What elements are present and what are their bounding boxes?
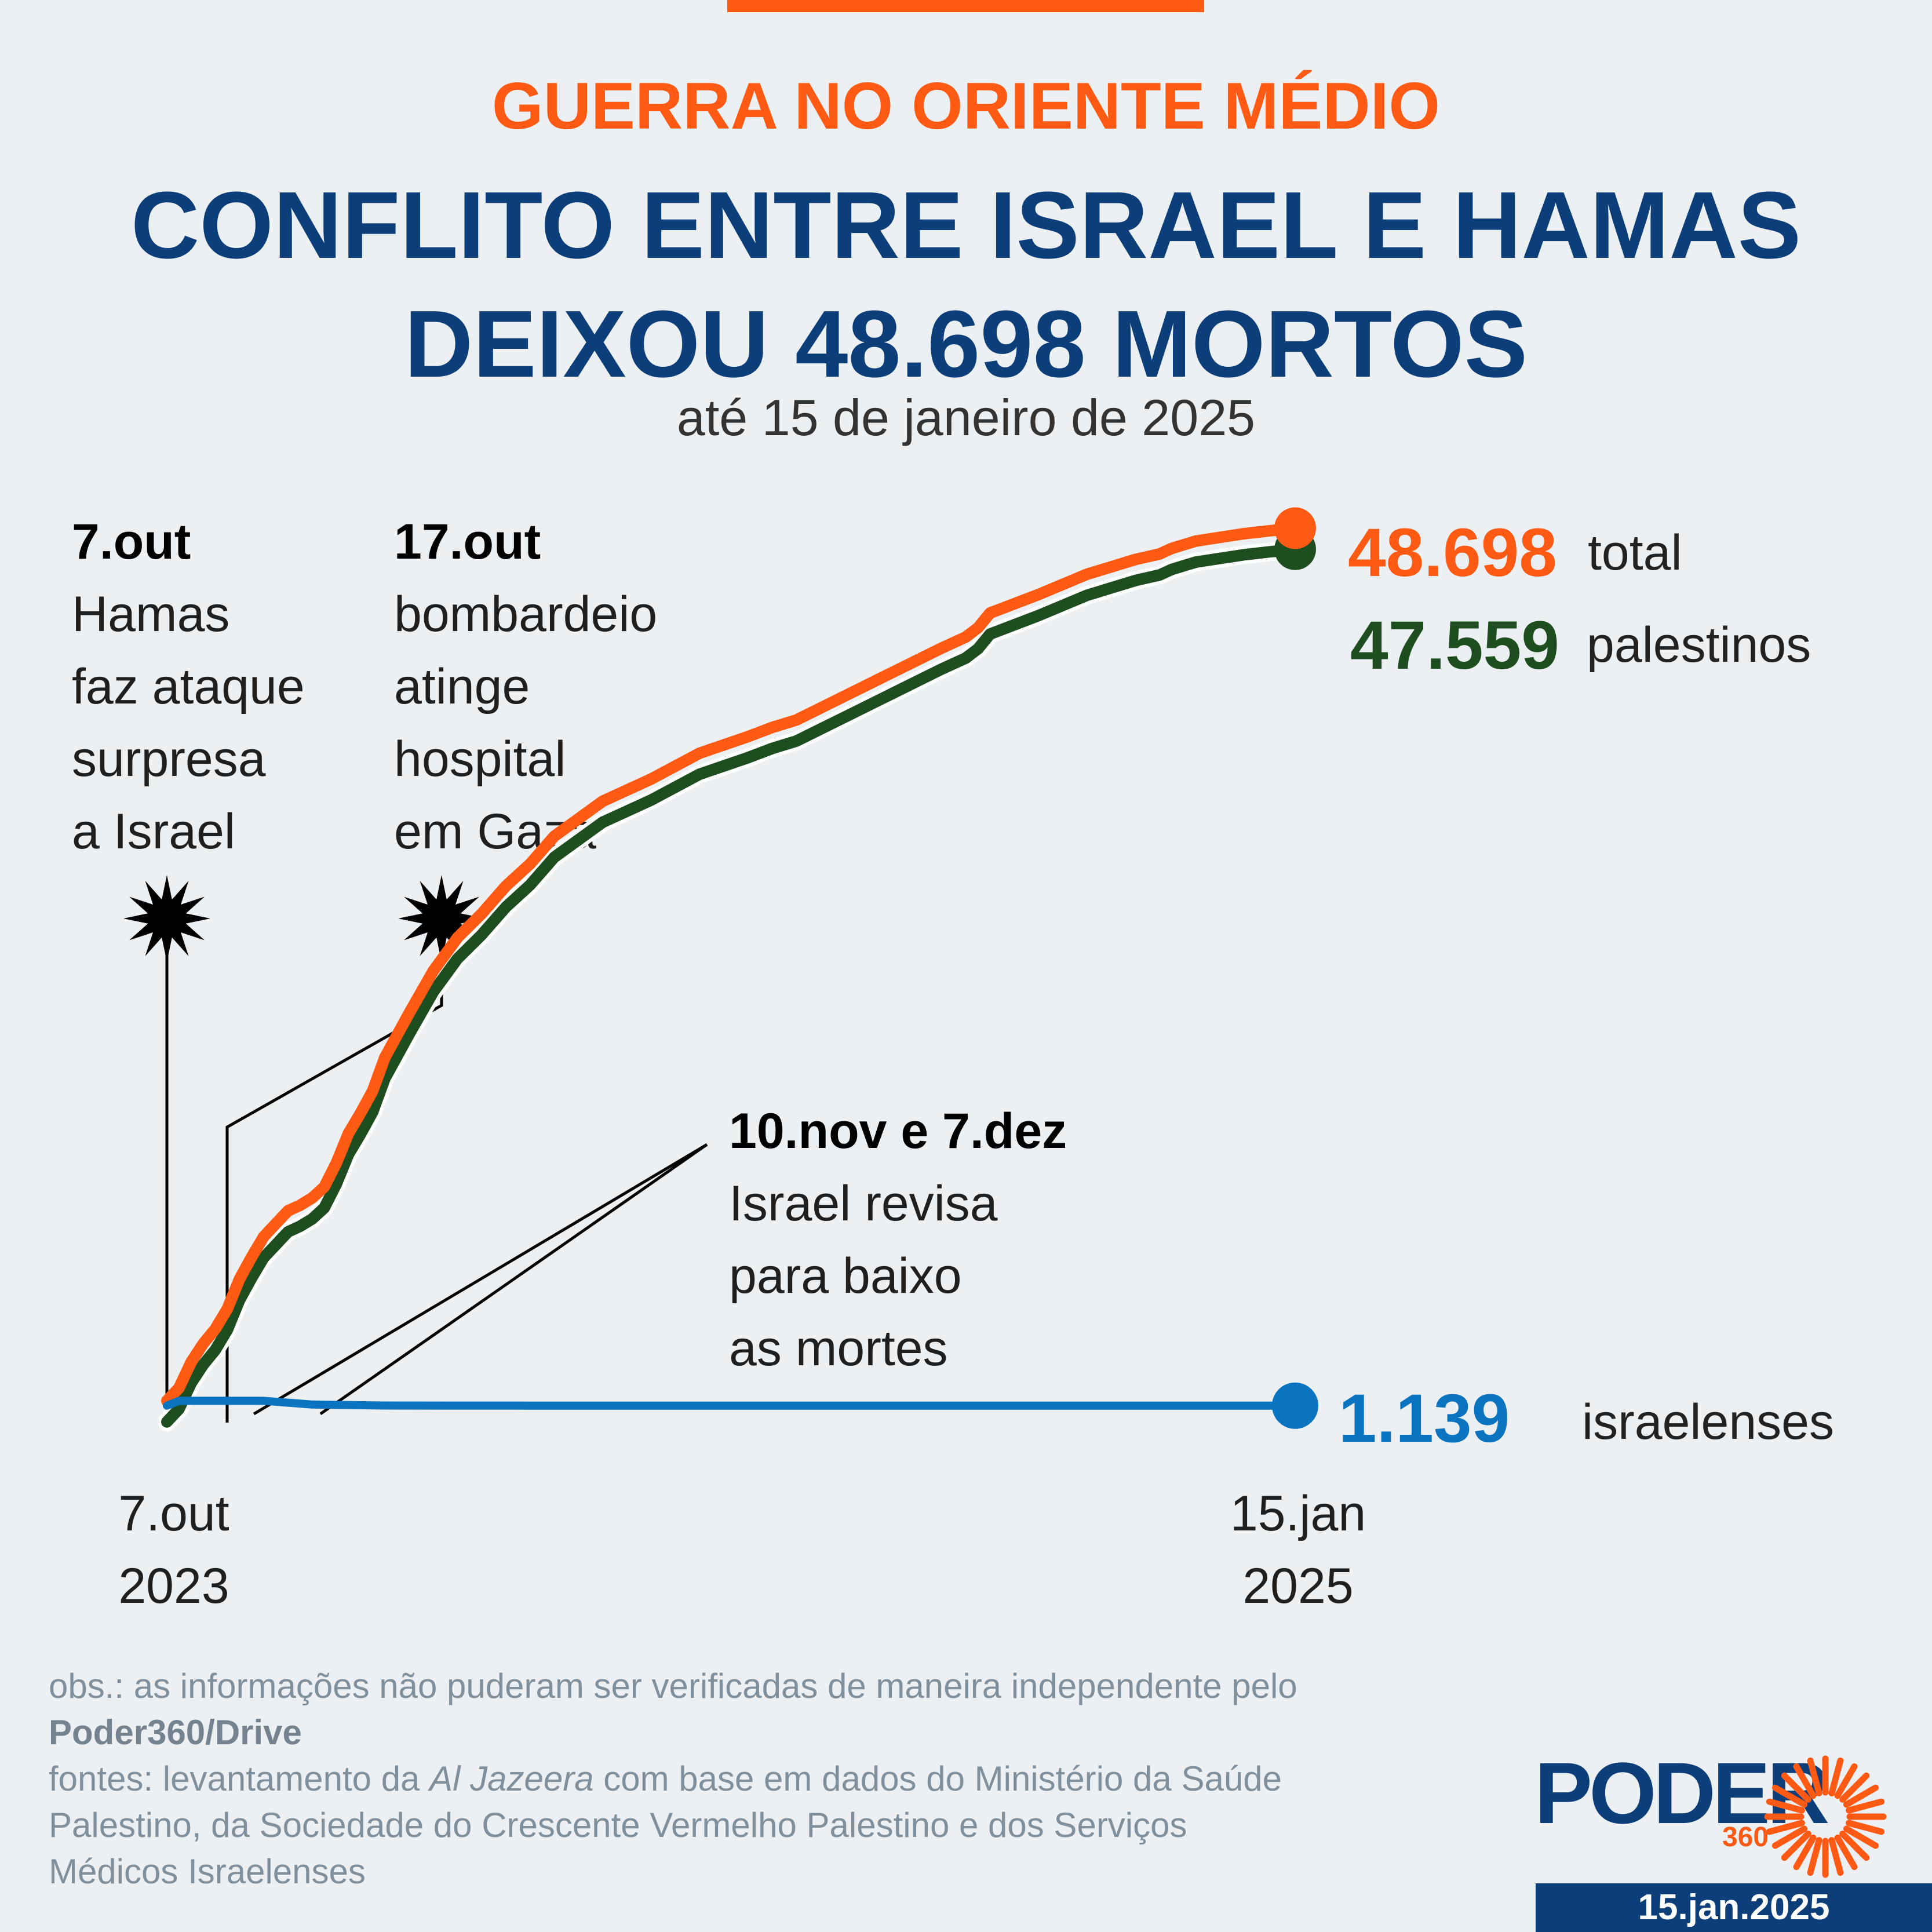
footer-sources-line-2: Palestino, da Sociedade do Crescente Ver…	[49, 1806, 1187, 1844]
sun-ray	[1781, 1831, 1811, 1861]
page-title: CONFLITO ENTRE ISRAEL E HAMAS DEIXOU 48.…	[0, 166, 1932, 403]
annotation-line: hospital	[394, 731, 566, 787]
annotation-line: Hamas	[72, 586, 230, 642]
x-tick-line: 7.out	[118, 1486, 229, 1541]
sun-ray	[1839, 1831, 1870, 1861]
series-palestinians-halo	[158, 539, 1304, 1431]
sun-ray	[1843, 1825, 1879, 1849]
sun-ray	[1828, 1837, 1844, 1876]
annotation-line: Israel revisa	[729, 1176, 998, 1231]
title-line-2: DEIXOU 48.698 MORTOS	[404, 291, 1528, 397]
x-tick-end: 15.jan 2025	[1182, 1478, 1414, 1623]
footer-obs-brand: Poder360/Drive	[49, 1709, 302, 1756]
sun-ray	[1766, 1798, 1805, 1814]
x-tick-line: 15.jan	[1230, 1486, 1366, 1541]
sun-ray	[1807, 1837, 1822, 1876]
total-suffix-label: total	[1588, 525, 1682, 581]
subtitle: até 15 de janeiro de 2025	[676, 389, 1256, 446]
footer-sources-line-1: fontes: levantamento da Al Jazeera com b…	[49, 1756, 1282, 1802]
kicker: GUERRA NO ORIENTE MÉDIO	[491, 70, 1441, 143]
sun-ray	[1846, 1820, 1885, 1835]
annotation-date: 7.out	[72, 514, 191, 570]
sun-ray	[1839, 1772, 1870, 1803]
series-israelenses-end-point	[1272, 1382, 1318, 1429]
x-tick-line: 2025	[1242, 1558, 1354, 1614]
annotation-17-out: 17.out bombardeio atinge hospital em Gaz…	[394, 506, 657, 868]
sun-ray	[1834, 1834, 1858, 1871]
leader-line-10-nov	[253, 1143, 708, 1416]
total-value-label: 48.698	[1348, 515, 1557, 591]
brand-logo-number: 360	[1722, 1822, 1769, 1853]
annotation-line: as mortes	[729, 1321, 948, 1376]
sun-ray	[1793, 1834, 1817, 1871]
series-total-line	[161, 522, 1301, 1407]
sun-ray	[1828, 1757, 1844, 1796]
annotation-line: para baixo	[729, 1248, 962, 1304]
footer-sources-pre: fontes: levantamento da	[49, 1759, 430, 1798]
title-line-1: CONFLITO ENTRE ISRAEL E HAMAS	[130, 172, 1802, 278]
annotation-line: surpresa	[72, 731, 266, 787]
palestinians-suffix-label: palestinos	[1587, 617, 1811, 673]
leader-line-7-dez	[319, 1143, 708, 1416]
annotation-7-out: 7.out Hamas faz ataque surpresa a Israel	[72, 506, 305, 868]
series-palestinos-line	[161, 543, 1301, 1428]
date-badge: 15.jan.2025	[1536, 1883, 1932, 1932]
series-israelenses-line	[163, 1397, 1299, 1410]
footer-sources-italic: Al Jazeera	[429, 1759, 594, 1798]
sun-ray	[1766, 1820, 1805, 1835]
sun-ray	[1843, 1784, 1879, 1808]
sun-ray	[1771, 1825, 1808, 1849]
x-tick-start: 7.out 2023	[58, 1478, 290, 1623]
brand-sun-icon	[1764, 1755, 1887, 1878]
annotation-date: 10.nov e 7.dez	[729, 1103, 1067, 1159]
annotation-line: a Israel	[72, 804, 236, 859]
footer-sources-post: com base em dados do Ministério da Saúde	[593, 1759, 1282, 1798]
footer-sources-line-3: Médicos Israelenses	[49, 1852, 366, 1891]
x-tick-line: 2023	[118, 1558, 229, 1614]
annotation-line: bombardeio	[394, 586, 658, 642]
sun-ray	[1807, 1757, 1822, 1796]
top-accent-bar	[727, 0, 1204, 12]
series-total-end-point	[1274, 507, 1316, 549]
annotation-date: 17.out	[394, 514, 541, 570]
annotation-line: faz ataque	[72, 659, 305, 715]
israelis-value-label: 1.139	[1339, 1380, 1510, 1457]
annotation-line: atinge	[394, 659, 530, 715]
annotation-10-nov-7-dez: 10.nov e 7.dez Israel revisa para baixo …	[729, 1095, 1067, 1385]
palestinians-value-label: 47.559	[1350, 607, 1559, 684]
israelis-suffix-label: israelenses	[1582, 1394, 1834, 1450]
sun-ray	[1834, 1763, 1858, 1799]
footer-obs: obs.: as informações não puderam ser ver…	[49, 1667, 1297, 1705]
sun-ray	[1793, 1763, 1817, 1799]
sun-ray	[1846, 1798, 1885, 1814]
footer-obs-brand-text: Poder360/Drive	[49, 1713, 302, 1752]
sun-ray	[1781, 1772, 1811, 1803]
sun-ray	[1771, 1784, 1808, 1808]
